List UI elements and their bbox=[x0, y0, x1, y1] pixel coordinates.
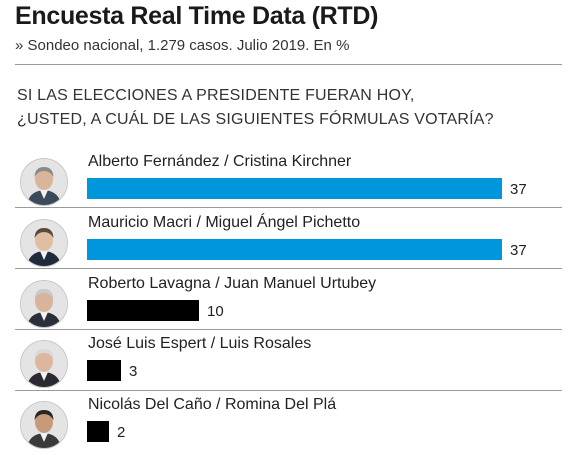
category-label: Alberto Fernández / Cristina Kirchner bbox=[88, 153, 352, 170]
candidate-avatar bbox=[20, 280, 68, 328]
category-label: Roberto Lavagna / Juan Manuel Urtubey bbox=[88, 275, 377, 292]
row-divider bbox=[15, 390, 562, 391]
chart-row: Roberto Lavagna / Juan Manuel Urtubey 10 bbox=[0, 272, 570, 330]
bar bbox=[87, 360, 121, 381]
row-divider bbox=[15, 207, 562, 208]
question-line-2: ¿USTED, A CUÁL DE LAS SIGUIENTES FÓRMULA… bbox=[17, 111, 494, 128]
bar bbox=[87, 178, 502, 199]
chart-title: Encuesta Real Time Data (RTD) bbox=[15, 2, 379, 30]
question-line-1: SI LAS ELECCIONES A PRESIDENTE FUERAN HO… bbox=[17, 87, 415, 104]
chart-row: Alberto Fernández / Cristina Kirchner 37 bbox=[0, 150, 570, 208]
bar bbox=[87, 300, 199, 321]
row-divider bbox=[15, 329, 562, 330]
category-label: Nicolás Del Caño / Romina Del Plá bbox=[88, 396, 337, 413]
bar bbox=[87, 239, 502, 260]
data-label: 2 bbox=[117, 424, 126, 441]
bar bbox=[87, 421, 109, 442]
candidate-avatar bbox=[20, 340, 68, 388]
category-label: José Luis Espert / Luis Rosales bbox=[88, 335, 312, 352]
chart-row: José Luis Espert / Luis Rosales 3 bbox=[0, 332, 570, 390]
data-label: 37 bbox=[510, 181, 527, 198]
chart-subtitle: » Sondeo nacional, 1.279 casos. Julio 20… bbox=[15, 37, 350, 54]
data-label: 3 bbox=[129, 363, 138, 380]
chart-row: Mauricio Macri / Miguel Ángel Pichetto 37 bbox=[0, 211, 570, 269]
candidate-avatar bbox=[20, 219, 68, 267]
data-label: 10 bbox=[207, 303, 224, 320]
chart-row: Nicolás Del Caño / Romina Del Plá 2 bbox=[0, 393, 570, 451]
candidate-avatar bbox=[20, 158, 68, 206]
category-label: Mauricio Macri / Miguel Ángel Pichetto bbox=[88, 214, 361, 231]
header-divider bbox=[15, 64, 562, 65]
candidate-avatar bbox=[20, 401, 68, 449]
row-divider bbox=[15, 268, 562, 269]
survey-question: SI LAS ELECCIONES A PRESIDENTE FUERAN HO… bbox=[17, 84, 494, 132]
data-label: 37 bbox=[510, 242, 527, 259]
